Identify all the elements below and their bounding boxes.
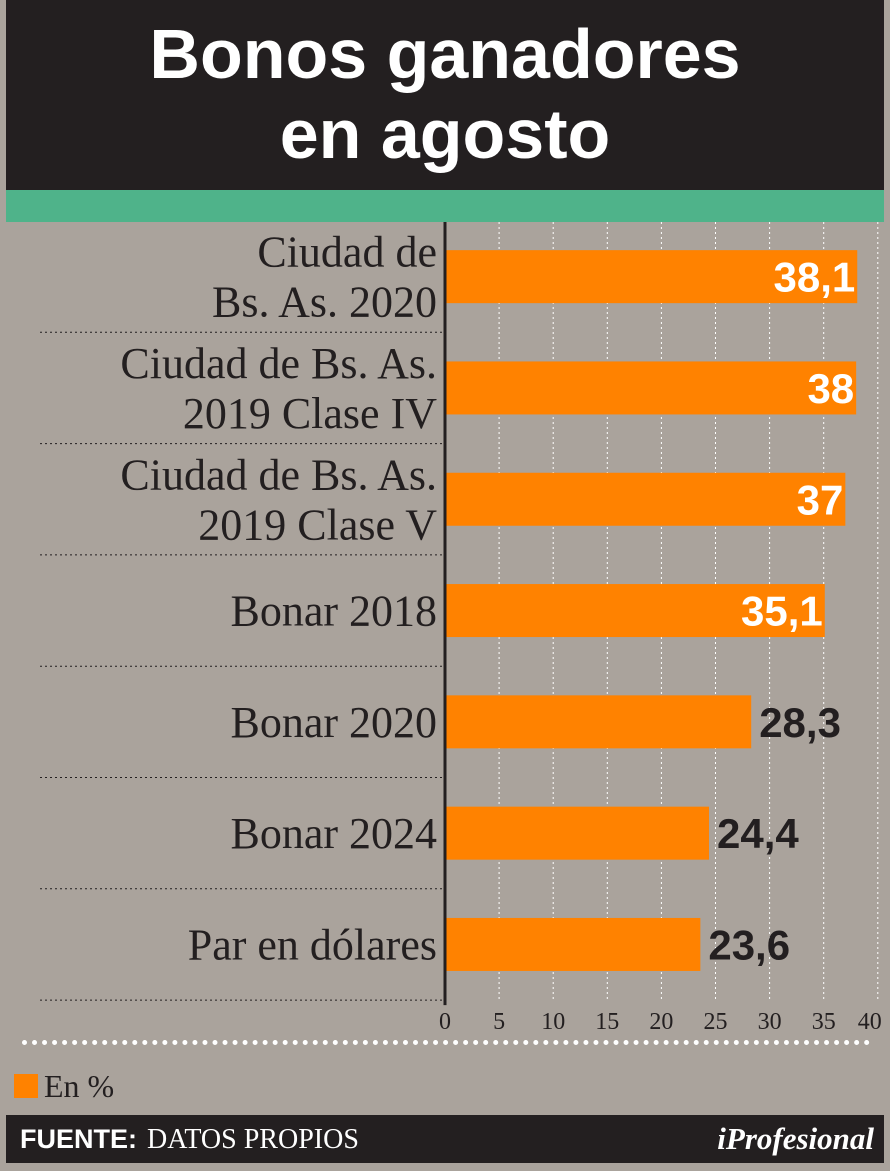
legend: En %: [14, 1066, 114, 1106]
x-tick-label-35: 35: [812, 1009, 836, 1035]
category-label-0-1: Bs. As. 2020: [212, 278, 437, 327]
x-tick-label-30: 30: [758, 1009, 782, 1035]
x-tick-label-0: 0: [439, 1009, 451, 1035]
value-label-5: 24,4: [717, 810, 799, 857]
title-line-2: en agosto: [279, 95, 611, 173]
header: Bonos ganadores en agosto: [6, 0, 884, 190]
bar-1: [445, 361, 857, 415]
legend-label: En %: [44, 1067, 115, 1104]
title-line-1: Bonos ganadores: [149, 15, 741, 93]
value-label-0: 38,1: [773, 254, 855, 301]
value-label-1: 38: [807, 365, 854, 412]
category-label-2-0: Ciudad de Bs. As.: [120, 450, 437, 499]
bar-0: [445, 250, 858, 304]
category-label-0-0: Ciudad de: [257, 228, 437, 277]
value-labels: 38,1 38 37 35,1 28,3 24,4 23,6: [708, 254, 855, 969]
value-label-3: 35,1: [741, 588, 823, 635]
source-key: FUENTE:: [20, 1124, 137, 1154]
source: FUENTE: DATOS PROPIOS: [20, 1119, 359, 1164]
category-label-1-1: 2019 Clase IV: [183, 389, 437, 438]
category-label-2-1: 2019 Clase V: [198, 500, 437, 549]
bar-5: [445, 806, 710, 860]
legend-separator: [22, 1040, 870, 1045]
x-tick-label-25: 25: [704, 1009, 728, 1035]
x-tick-label-15: 15: [595, 1009, 619, 1035]
x-tick-label-5: 5: [493, 1009, 505, 1035]
bars: [445, 250, 858, 971]
x-tick-label-20: 20: [649, 1009, 673, 1035]
bar-4: [445, 695, 752, 749]
accent-band: [6, 190, 884, 222]
category-label-1-0: Ciudad de Bs. As.: [120, 339, 437, 388]
x-tick-label-10: 10: [541, 1009, 565, 1035]
bar-6: [445, 917, 701, 971]
chart-title: Bonos ganadores en agosto: [6, 14, 884, 174]
x-tick-label-40: 40: [858, 1009, 882, 1035]
value-label-4: 28,3: [759, 699, 841, 746]
x-axis-ticks: 0 5 10 15 20 25 30 35 40: [439, 1009, 882, 1035]
value-label-2: 37: [797, 476, 844, 523]
category-label-6-0: Par en dólares: [188, 920, 437, 969]
brand-logo: iProfesional: [717, 1121, 874, 1156]
footer: FUENTE: DATOS PROPIOS iProfesional: [6, 1115, 884, 1163]
legend-swatch: [14, 1074, 38, 1098]
category-label-4-0: Bonar 2020: [230, 698, 437, 747]
category-label-3-0: Bonar 2018: [230, 587, 437, 636]
bar-2: [445, 472, 846, 526]
bar-3: [445, 584, 825, 638]
category-label-5-0: Bonar 2024: [230, 809, 437, 858]
source-value: DATOS PROPIOS: [147, 1124, 359, 1155]
value-label-6: 23,6: [708, 921, 790, 968]
